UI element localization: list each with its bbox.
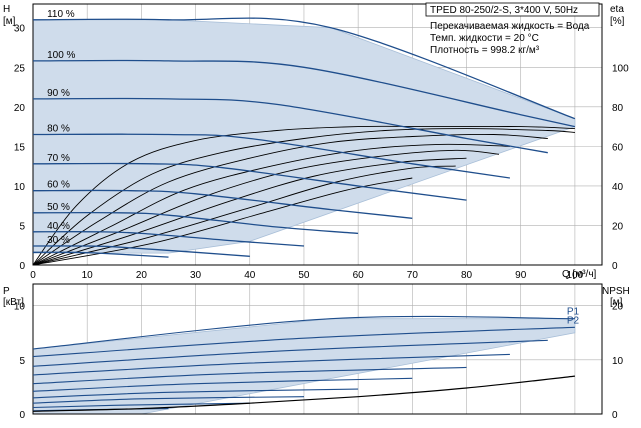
top-ytick-2: 10	[14, 182, 26, 193]
top-ytick-3: 15	[14, 142, 26, 153]
speed-curve-7	[32, 231, 305, 247]
power-curve-2	[32, 339, 548, 367]
top-y2tick-4: 80	[612, 103, 624, 114]
bottom-ytick-2: 10	[14, 302, 26, 313]
power-curve-7	[32, 396, 305, 404]
top-ylabel-unit: [м]	[3, 16, 16, 27]
speed-curve-9	[32, 251, 169, 258]
top-xtick-2: 20	[136, 270, 148, 281]
power-curve-5	[32, 377, 413, 392]
power-curve-6	[32, 388, 359, 399]
top-y2tick-5: 100	[612, 63, 629, 74]
text-layer: H [м] eta [%] Q [м³/ч] P [кВт] NPSH [м] …	[3, 2, 630, 308]
top-ytick-6: 30	[14, 24, 26, 35]
bottom-y2label-unit: [м]	[610, 297, 623, 308]
top-ylabel: H	[3, 4, 10, 15]
top-ytick-1: 5	[19, 221, 25, 232]
top-xlabel: Q [м³/ч]	[562, 269, 597, 280]
top-ytick-4: 20	[14, 103, 26, 114]
speed-curve-1	[32, 59, 576, 128]
speed-label-0: 110 %	[47, 9, 75, 20]
bottom-ylabel: P	[3, 286, 10, 297]
top-xtick-3: 30	[190, 270, 202, 281]
info-line-liquid: Перекачиваемая жидкость = Вода	[430, 21, 590, 32]
speed-curve-0	[32, 17, 576, 120]
top-y2tick-1: 20	[612, 221, 624, 232]
speed-curve-8	[32, 245, 250, 257]
eta-curve-6	[32, 165, 456, 266]
speed-curve-4	[32, 162, 467, 201]
chart-title: TPED 80-250/2-S, 3*400 V, 50Hz	[430, 5, 578, 16]
power-label-p2: P2	[567, 315, 580, 326]
top-xtick-8: 80	[461, 270, 473, 281]
speed-label-4: 70 %	[47, 153, 70, 164]
speed-curve-5	[32, 189, 413, 219]
top-panel: 0 5 10 15 20 25 30 0 20 40 60 80 100 0 10 20 30 40 50 60 70 8…	[14, 3, 629, 281]
info-line-temp: Темп. жидкости = 20 °C	[430, 33, 539, 44]
power-curve-3	[32, 353, 510, 376]
top-ytick-0: 0	[19, 261, 25, 272]
bottom-y2label: NPSH	[602, 286, 630, 297]
bottom-ylabel-unit: [кВт]	[3, 297, 24, 308]
bottom-y2tick-2: 20	[612, 302, 624, 313]
eta-curve-1	[32, 128, 575, 266]
eta-curve-3	[32, 143, 510, 266]
top-xtick-10: 100	[567, 270, 584, 281]
speed-curve-3	[32, 133, 510, 179]
top-y2label-unit: [%]	[610, 16, 625, 27]
eta-curve-4	[32, 149, 500, 266]
top-xtick-0: 0	[30, 270, 36, 281]
top-y2tick-3: 60	[612, 142, 624, 153]
power-curve-8	[32, 402, 250, 409]
top-xtick-5: 50	[298, 270, 310, 281]
top-xtick-6: 60	[353, 270, 365, 281]
eta-curve-2	[32, 133, 548, 266]
speed-label-5: 60 %	[47, 180, 70, 191]
top-xtick-1: 10	[82, 270, 94, 281]
bottom-ytick-1: 5	[19, 356, 25, 367]
top-xtick-7: 70	[407, 270, 419, 281]
top-xtick-4: 40	[244, 270, 256, 281]
speed-label-7: 40 %	[47, 221, 70, 232]
speed-curve-6	[32, 211, 359, 235]
title-box	[425, 2, 600, 17]
bottom-y2tick-1: 10	[612, 356, 624, 367]
top-y2tick-0: 0	[612, 261, 618, 272]
power-curve-4	[32, 366, 467, 385]
bottom-ytick-0: 0	[19, 410, 25, 421]
power-label-p1: P1	[567, 307, 580, 318]
speed-label-8: 30 %	[47, 235, 70, 246]
top-y2tick-2: 40	[612, 182, 624, 193]
info-line-density: Плотность = 998.2 кг/м³	[430, 45, 540, 56]
speed-label-6: 50 %	[47, 202, 70, 213]
speed-label-3: 80 %	[47, 124, 70, 135]
speed-label-2: 90 %	[47, 88, 70, 99]
eta-curve-0	[32, 125, 575, 266]
top-ytick-5: 25	[14, 63, 26, 74]
top-y2label: eta	[610, 4, 624, 15]
bottom-y2tick-0: 0	[612, 410, 618, 421]
npsh-curve	[32, 375, 575, 412]
power-curve-0	[32, 315, 575, 350]
speed-label-1: 100 %	[47, 50, 75, 61]
top-xtick-9: 90	[515, 270, 527, 281]
power-curve-1	[32, 326, 575, 358]
speed-curve-2	[32, 97, 548, 154]
